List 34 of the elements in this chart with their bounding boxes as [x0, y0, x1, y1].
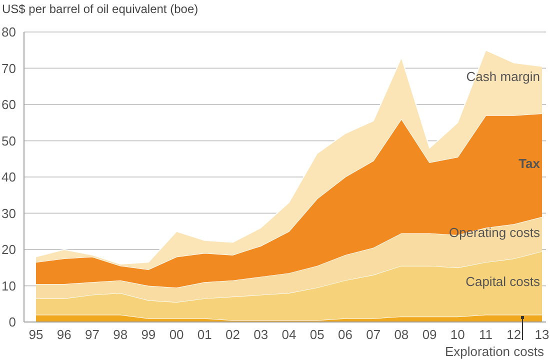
- y-tick-label: 50: [2, 133, 16, 148]
- y-tick-label: 30: [2, 206, 16, 221]
- x-tick-label: 03: [254, 327, 268, 342]
- x-tick-label: 10: [450, 327, 465, 342]
- x-tick-label: 99: [141, 327, 156, 342]
- y-tick-label: 0: [8, 314, 16, 330]
- series-label: Exploration costs: [445, 344, 544, 359]
- y-tick-label: 20: [2, 242, 16, 258]
- x-tick-label: 11: [479, 327, 493, 342]
- x-tick-label: 13: [534, 327, 550, 342]
- x-tick-label: 97: [84, 327, 100, 342]
- series-label: Tax: [518, 156, 540, 172]
- y-tick-label: 80: [2, 24, 16, 40]
- chart-title: US$ per barrel of oil equivalent (boe): [2, 2, 198, 16]
- x-tick-label: 04: [282, 327, 296, 342]
- y-tick-label: 70: [2, 60, 16, 76]
- x-tick-label: 95: [28, 327, 44, 342]
- x-tick-label: 08: [394, 327, 409, 342]
- series-label: Operating costs: [448, 225, 540, 240]
- x-tick-label: 07: [366, 327, 381, 342]
- y-tick-label: 60: [2, 97, 16, 112]
- x-tick-label: 02: [226, 327, 240, 342]
- x-tick-label: 98: [113, 327, 128, 342]
- x-tick-label: 00: [169, 327, 184, 342]
- x-tick-label: 12: [506, 327, 522, 342]
- x-tick-label: 05: [310, 327, 324, 342]
- x-tick-label: 96: [56, 327, 72, 342]
- x-tick-label: 01: [197, 327, 212, 342]
- series-label: Cash margin: [466, 69, 540, 84]
- x-tick-label: 09: [422, 327, 437, 342]
- y-tick-label: 40: [2, 170, 16, 185]
- x-tick-label: 06: [338, 327, 352, 342]
- y-tick-label: 10: [2, 278, 16, 294]
- series-label: Capital costs: [466, 274, 540, 290]
